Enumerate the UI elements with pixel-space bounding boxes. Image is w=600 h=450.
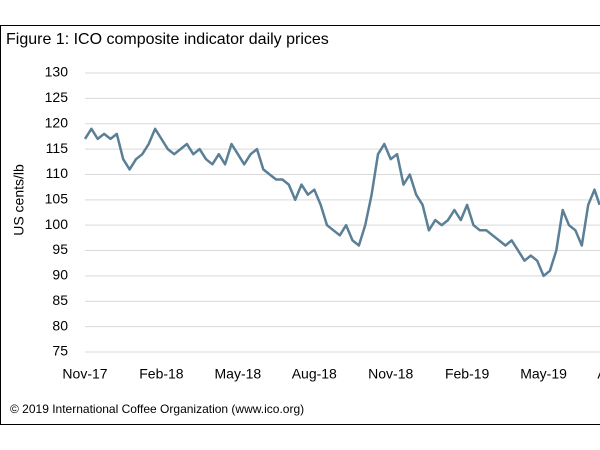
y-tick-label: 90 <box>52 267 68 283</box>
y-tick-label: 85 <box>52 292 68 308</box>
y-tick-label: 115 <box>46 140 69 156</box>
y-axis-label: US cents/lb <box>11 164 27 236</box>
x-tick-label: May-19 <box>520 366 567 382</box>
x-tick-label: May-18 <box>215 366 262 382</box>
x-tick-label: Aug-18 <box>292 366 337 382</box>
line-series <box>83 127 600 278</box>
x-tick-label: Nov-17 <box>62 366 107 382</box>
source: © 2019 International Coffee Organization… <box>10 402 304 416</box>
x-tick-label: Aug-19 <box>597 366 600 382</box>
y-tick-label: 125 <box>45 89 69 105</box>
x-tick-label: Feb-19 <box>445 366 490 382</box>
x-tick-label: Feb-18 <box>139 366 184 382</box>
y-tick-label: 120 <box>45 114 69 130</box>
chart-title: Figure 1: ICO composite indicator daily … <box>6 31 329 48</box>
y-tick-label: 100 <box>45 216 69 232</box>
y-tick-label: 110 <box>46 165 69 181</box>
y-tick-label: 105 <box>45 191 69 207</box>
y-tick-label: 95 <box>52 241 68 257</box>
x-tick-label: Nov-18 <box>368 366 413 382</box>
y-tick-label: 130 <box>45 64 69 80</box>
y-tick-label: 80 <box>52 317 68 333</box>
frame <box>0 25 600 425</box>
y-tick-label: 75 <box>52 343 68 359</box>
